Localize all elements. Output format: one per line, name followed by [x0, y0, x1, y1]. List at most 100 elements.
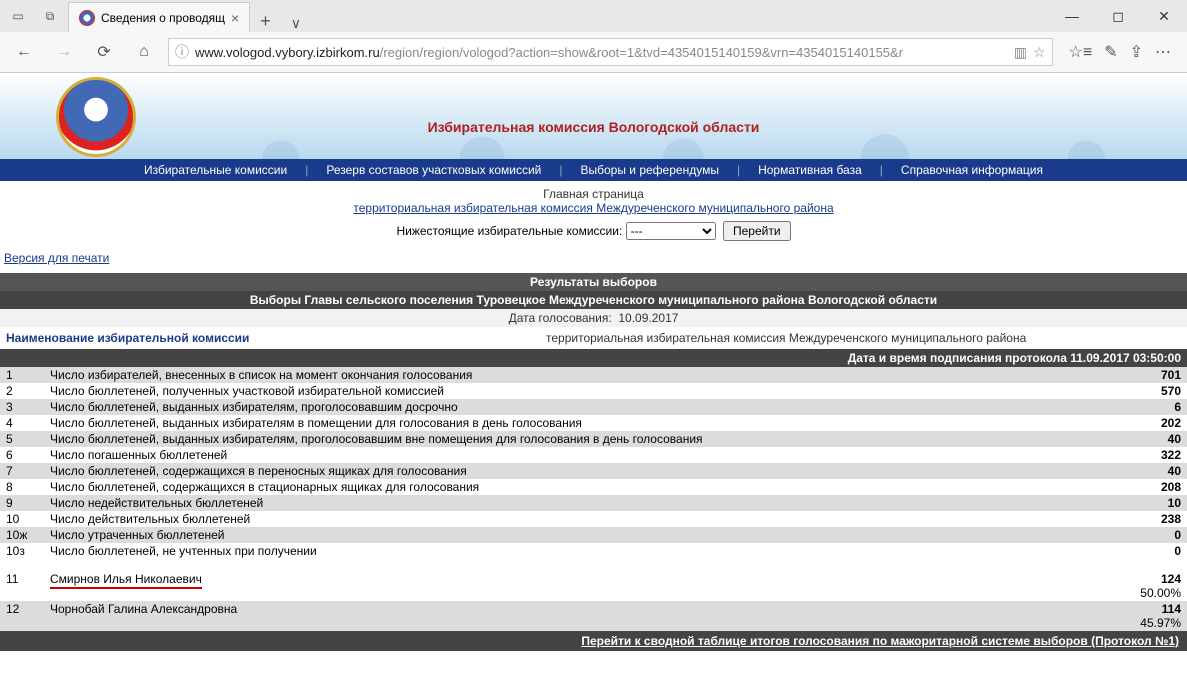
page-content: Избирательная комиссия Вологодской облас… — [0, 73, 1187, 651]
site-header: Избирательная комиссия Вологодской облас… — [0, 73, 1187, 159]
row-number: 6 — [0, 447, 44, 463]
row-label: Число погашенных бюллетеней — [44, 447, 1117, 463]
candidate-row: 11Смирнов Илья Николаевич12450.00% — [0, 571, 1187, 601]
commission-info-row: Наименование избирательной комиссии терр… — [0, 327, 1187, 349]
row-value: 40 — [1117, 431, 1187, 447]
row-value: 0 — [1117, 543, 1187, 559]
menu-item-reference[interactable]: Справочная информация — [883, 163, 1061, 177]
table-row: 9Число недействительных бюллетеней10 — [0, 495, 1187, 511]
menu-item-normative[interactable]: Нормативная база — [740, 163, 880, 177]
row-number: 1 — [0, 367, 44, 383]
new-tab-button[interactable]: + — [250, 11, 281, 32]
row-label: Число бюллетеней, выданных избирателям, … — [44, 399, 1117, 415]
close-window-button[interactable]: ✕ — [1141, 0, 1187, 32]
table-row: 1Число избирателей, внесенных в список н… — [0, 367, 1187, 383]
menu-item-commissions[interactable]: Избирательные комиссии — [126, 163, 305, 177]
notes-icon[interactable]: ✎ — [1104, 42, 1117, 62]
candidate-number: 12 — [0, 601, 44, 631]
maximize-button[interactable]: ◻ — [1095, 0, 1141, 32]
row-number: 2 — [0, 383, 44, 399]
row-value: 202 — [1117, 415, 1187, 431]
more-icon[interactable]: ⋯ — [1155, 42, 1171, 62]
favorites-hub-icon[interactable]: ☆≡ — [1069, 42, 1093, 62]
refresh-button[interactable]: ⟳ — [88, 36, 120, 68]
row-label: Число избирателей, внесенных в список на… — [44, 367, 1117, 383]
summary-table-link[interactable]: Перейти к сводной таблице итогов голосов… — [581, 634, 1179, 648]
results-table: 1Число избирателей, внесенных в список н… — [0, 367, 1187, 631]
row-number: 8 — [0, 479, 44, 495]
vote-date-bar: Дата голосования: 10.09.2017 — [0, 309, 1187, 327]
table-row: 5Число бюллетеней, выданных избирателям,… — [0, 431, 1187, 447]
row-value: 570 — [1117, 383, 1187, 399]
table-row: 10Число действительных бюллетеней238 — [0, 511, 1187, 527]
row-value: 6 — [1117, 399, 1187, 415]
candidate-row: 12Чорнобай Галина Александровна11445.97% — [0, 601, 1187, 631]
address-bar[interactable]: ⓘ www.vologod.vybory.izbirkom.ru/region/… — [168, 38, 1053, 66]
row-number: 3 — [0, 399, 44, 415]
table-row: 8Число бюллетеней, содержащихся в стацио… — [0, 479, 1187, 495]
menu-item-reserve[interactable]: Резерв составов участковых комиссий — [308, 163, 559, 177]
menu-item-elections[interactable]: Выборы и референдумы — [562, 163, 736, 177]
protocol-timestamp-bar: Дата и время подписания протокола 11.09.… — [0, 349, 1187, 367]
forward-button[interactable]: → — [48, 36, 80, 68]
row-value: 208 — [1117, 479, 1187, 495]
row-value: 10 — [1117, 495, 1187, 511]
lower-commissions-select[interactable]: --- — [626, 222, 716, 240]
url-text: www.vologod.vybory.izbirkom.ru/region/re… — [195, 45, 1008, 60]
election-title-bar: Выборы Главы сельского поселения Туровец… — [0, 291, 1187, 309]
tab-chevron-icon[interactable]: ∨ — [281, 15, 311, 32]
territorial-commission-link[interactable]: территориальная избирательная комиссия М… — [353, 201, 833, 215]
row-number: 9 — [0, 495, 44, 511]
summary-table-link-bar: Перейти к сводной таблице итогов голосов… — [0, 631, 1187, 651]
home-button[interactable]: ⌂ — [128, 36, 160, 68]
go-button[interactable]: Перейти — [723, 221, 791, 241]
title-bar: ▭ ⧉ Сведения о проводящ × + ∨ — ◻ ✕ — [0, 0, 1187, 32]
table-row: 10зЧисло бюллетеней, не учтенных при пол… — [0, 543, 1187, 559]
row-number: 4 — [0, 415, 44, 431]
row-value: 40 — [1117, 463, 1187, 479]
browser-tab[interactable]: Сведения о проводящ × — [68, 2, 250, 32]
row-label: Число бюллетеней, полученных участковой … — [44, 383, 1117, 399]
row-label: Число утраченных бюллетеней — [44, 527, 1117, 543]
tab-preview-icon[interactable]: ⧉ — [36, 2, 64, 30]
nav-bar: ← → ⟳ ⌂ ⓘ www.vologod.vybory.izbirkom.ru… — [0, 32, 1187, 72]
table-row: 6Число погашенных бюллетеней322 — [0, 447, 1187, 463]
row-value: 238 — [1117, 511, 1187, 527]
row-label: Число бюллетеней, содержащихся в стацион… — [44, 479, 1117, 495]
row-value: 0 — [1117, 527, 1187, 543]
favorite-icon[interactable]: ☆ — [1033, 44, 1046, 61]
close-icon[interactable]: × — [231, 10, 239, 26]
favicon-icon — [79, 10, 95, 26]
row-number: 10з — [0, 543, 44, 559]
row-number: 5 — [0, 431, 44, 447]
results-title-bar: Результаты выборов — [0, 273, 1187, 291]
commission-name: территориальная избирательная комиссия М… — [546, 331, 1026, 345]
table-row: 10жЧисло утраченных бюллетеней0 — [0, 527, 1187, 543]
row-label: Число действительных бюллетеней — [44, 511, 1117, 527]
site-title: Избирательная комиссия Вологодской облас… — [428, 119, 760, 135]
candidate-name: Смирнов Илья Николаевич — [44, 571, 1117, 601]
table-row: 4Число бюллетеней, выданных избирателям … — [0, 415, 1187, 431]
tab-title: Сведения о проводящ — [101, 11, 225, 25]
row-label: Число бюллетеней, не учтенных при получе… — [44, 543, 1117, 559]
table-row: 7Число бюллетеней, содержащихся в перено… — [0, 463, 1187, 479]
lower-commissions-label: Нижестоящие избирательные комиссии: — [396, 224, 622, 238]
info-icon[interactable]: ⓘ — [175, 42, 189, 62]
print-version-link[interactable]: Версия для печати — [4, 251, 109, 265]
browser-chrome: ▭ ⧉ Сведения о проводящ × + ∨ — ◻ ✕ ← → … — [0, 0, 1187, 73]
reading-view-icon[interactable]: ▥ — [1014, 44, 1027, 61]
share-icon[interactable]: ⇪ — [1130, 42, 1143, 62]
site-logo[interactable] — [56, 77, 136, 157]
lower-commissions-row: Нижестоящие избирательные комиссии: --- … — [0, 217, 1187, 249]
row-number: 10ж — [0, 527, 44, 543]
tab-actions-icon[interactable]: ▭ — [4, 2, 32, 30]
breadcrumb-home: Главная страница — [543, 187, 644, 201]
back-button[interactable]: ← — [8, 36, 40, 68]
main-menu: Избирательные комиссии| Резерв составов … — [0, 159, 1187, 181]
row-label: Число недействительных бюллетеней — [44, 495, 1117, 511]
row-label: Число бюллетеней, выданных избирателям, … — [44, 431, 1117, 447]
candidate-votes: 11445.97% — [1117, 601, 1187, 631]
row-value: 322 — [1117, 447, 1187, 463]
minimize-button[interactable]: — — [1049, 0, 1095, 32]
row-number: 7 — [0, 463, 44, 479]
